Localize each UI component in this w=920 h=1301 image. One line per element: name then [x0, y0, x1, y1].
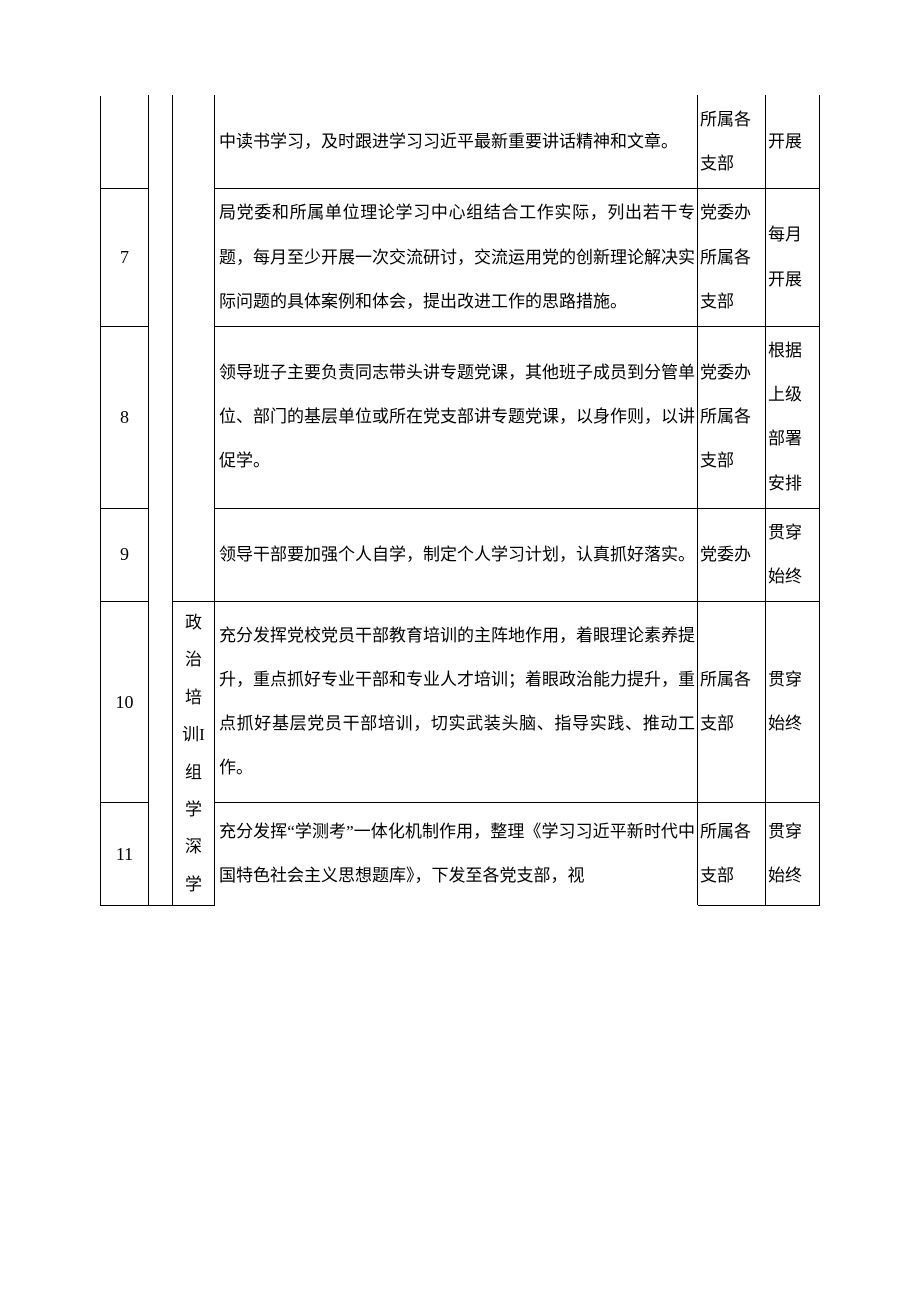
time-cell: 每月开展	[766, 189, 820, 327]
spine-cell	[149, 96, 173, 906]
dept-cell: 所属各支部	[698, 602, 766, 803]
content-cell: 充分发挥“学测考”一体化机制作用，整理《学习习近平新时代中国特色社会主义思想题库…	[215, 802, 698, 905]
table-row: 中读书学习，及时跟进学习习近平最新重要讲话精神和文章。 所属各支部 开展	[101, 96, 820, 189]
dept-cell: 所属各支部	[698, 802, 766, 905]
category-cell-lower: 政治培训I 组学深学	[173, 602, 215, 906]
time-cell: 开展	[766, 96, 820, 189]
seq-cell	[101, 96, 149, 189]
content-cell: 充分发挥党校党员干部教育培训的主阵地作用，着眼理论素养提升，重点抓好专业干部和专…	[215, 602, 698, 803]
time-cell: 根据上级部署安排	[766, 326, 820, 508]
seq-cell: 10	[101, 602, 149, 803]
dept-cell: 党委办	[698, 508, 766, 601]
dept-cell: 党委办所属各支部	[698, 326, 766, 508]
content-cell: 领导干部要加强个人自学，制定个人学习计划，认真抓好落实。	[215, 508, 698, 601]
time-cell: 贯穿始终	[766, 802, 820, 905]
time-cell: 贯穿始终	[766, 508, 820, 601]
category-cell-upper	[173, 96, 215, 602]
table-row: 10 政治培训I 组学深学 充分发挥党校党员干部教育培训的主阵地作用，着眼理论素…	[101, 602, 820, 803]
time-cell: 贯穿始终	[766, 602, 820, 803]
dept-cell: 党委办所属各支部	[698, 189, 766, 327]
content-cell: 局党委和所属单位理论学习中心组结合工作实际，列出若干专题，每月至少开展一次交流研…	[215, 189, 698, 327]
seq-cell: 11	[101, 802, 149, 905]
seq-cell: 8	[101, 326, 149, 508]
plan-table: 中读书学习，及时跟进学习习近平最新重要讲话精神和文章。 所属各支部 开展 7 局…	[100, 95, 820, 906]
dept-cell: 所属各支部	[698, 96, 766, 189]
seq-cell: 9	[101, 508, 149, 601]
seq-cell: 7	[101, 189, 149, 327]
content-cell: 领导班子主要负责同志带头讲专题党课，其他班子成员到分管单位、部门的基层单位或所在…	[215, 326, 698, 508]
content-cell: 中读书学习，及时跟进学习习近平最新重要讲话精神和文章。	[215, 96, 698, 189]
